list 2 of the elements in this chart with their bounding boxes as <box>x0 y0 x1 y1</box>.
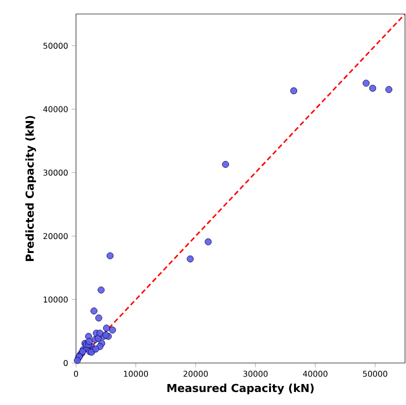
x-axis-title: Measured Capacity (kN) <box>167 384 314 394</box>
y-axis-title: Predicted Capacity (kN) <box>25 116 36 261</box>
